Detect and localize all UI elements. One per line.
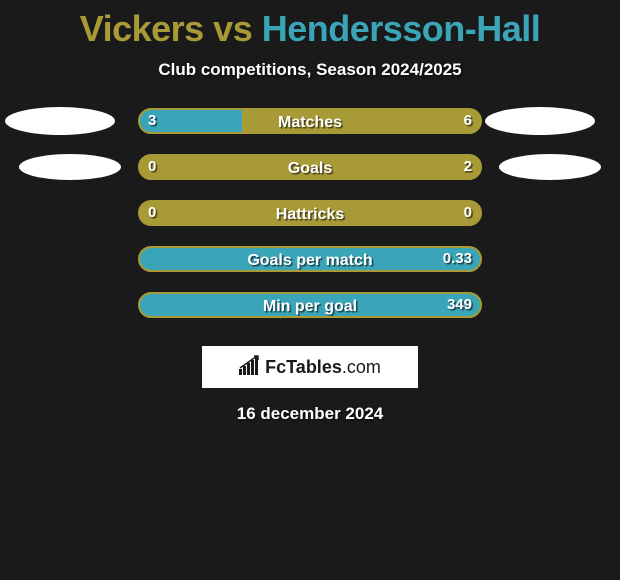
player2-marker xyxy=(499,154,601,180)
player1-marker xyxy=(5,107,115,135)
player1-marker xyxy=(19,154,121,180)
stat-row: Hattricks0 0 xyxy=(0,200,620,246)
stat-row: Matches3 6 xyxy=(0,108,620,154)
signal-bars-icon xyxy=(239,355,261,380)
date-text: 16 december 2024 xyxy=(0,404,620,424)
stat-label: Matches xyxy=(140,110,480,134)
brand-box: FcTables.com xyxy=(202,346,418,388)
title-vs: vs xyxy=(204,8,262,49)
stat-value-right: 6 xyxy=(464,108,472,134)
player2-marker xyxy=(485,107,595,135)
stat-value-left: 0 xyxy=(148,154,156,180)
stat-bar: Goals per match xyxy=(138,246,482,272)
stat-bar: Min per goal xyxy=(138,292,482,318)
title-player1: Vickers xyxy=(80,8,204,49)
stat-value-left: 0 xyxy=(148,200,156,226)
subtitle: Club competitions, Season 2024/2025 xyxy=(0,60,620,80)
brand-name: FcTables.com xyxy=(265,357,381,378)
stat-label: Hattricks xyxy=(140,202,480,226)
stat-row: Goals0 2 xyxy=(0,154,620,200)
title-player2: Hendersson-Hall xyxy=(262,8,541,49)
stat-row: Goals per match0.33 xyxy=(0,246,620,292)
stat-value-right: 349 xyxy=(447,292,472,318)
stat-row: Min per goal349 xyxy=(0,292,620,338)
stat-value-right: 0 xyxy=(464,200,472,226)
stat-value-left: 3 xyxy=(148,108,156,134)
stat-bar: Matches xyxy=(138,108,482,134)
infographic-container: Vickers vs Hendersson-Hall Club competit… xyxy=(0,0,620,424)
stat-label: Min per goal xyxy=(140,294,480,318)
stat-bar: Goals xyxy=(138,154,482,180)
stat-label: Goals per match xyxy=(140,248,480,272)
stat-value-right: 0.33 xyxy=(443,246,472,272)
stat-value-right: 2 xyxy=(464,154,472,180)
stat-bar: Hattricks xyxy=(138,200,482,226)
comparison-chart: Matches36Goals02Hattricks00Goals per mat… xyxy=(0,108,620,338)
stat-label: Goals xyxy=(140,156,480,180)
page-title: Vickers vs Hendersson-Hall xyxy=(0,8,620,50)
